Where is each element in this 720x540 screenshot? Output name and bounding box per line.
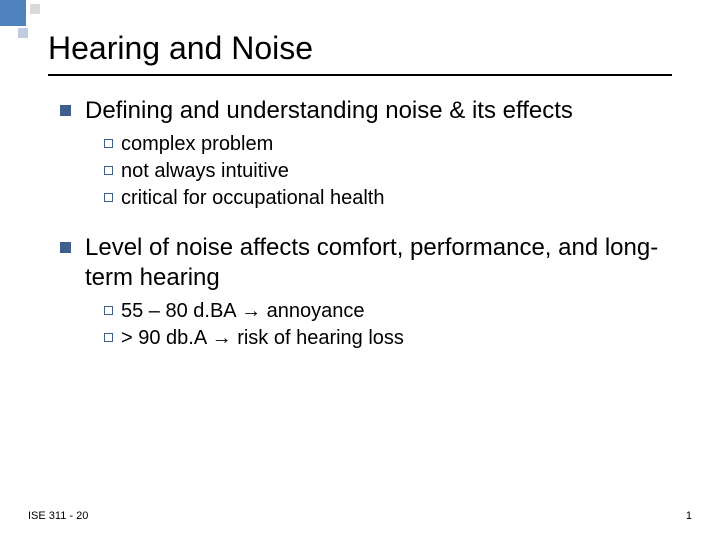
square-bullet-icon <box>60 105 71 116</box>
bullet-level2: critical for occupational health <box>104 186 680 211</box>
decoration-big-square <box>0 0 26 26</box>
bullet-level1: Level of noise affects comfort, performa… <box>60 233 680 293</box>
bullet-level1: Defining and understanding noise & its e… <box>60 96 680 126</box>
decoration-small-square-1 <box>18 28 28 38</box>
bullet-level2: complex problem <box>104 132 680 157</box>
bullet-level2: 55 – 80 d.BA → annoyance <box>104 299 680 324</box>
hollow-square-bullet-icon <box>104 139 113 148</box>
sub-bullet-group: 55 – 80 d.BA → annoyance > 90 db.A → ris… <box>104 299 680 351</box>
hollow-square-bullet-icon <box>104 166 113 175</box>
sub-bullet-text: critical for occupational health <box>121 186 384 211</box>
hollow-square-bullet-icon <box>104 306 113 315</box>
hollow-square-bullet-icon <box>104 333 113 342</box>
square-bullet-icon <box>60 242 71 253</box>
footer-left: ISE 311 - 20 <box>28 510 88 522</box>
decoration-small-square-2 <box>30 4 40 14</box>
slide-content: Defining and understanding noise & its e… <box>60 96 680 373</box>
sub-bullet-text: 55 – 80 d.BA → annoyance <box>121 299 365 324</box>
bullet-level2: not always intuitive <box>104 159 680 184</box>
bullet-text: Defining and understanding noise & its e… <box>85 96 573 126</box>
corner-decoration <box>0 0 50 56</box>
sub-bullet-text: > 90 db.A → risk of hearing loss <box>121 326 404 351</box>
bullet-text: Level of noise affects comfort, performa… <box>85 233 680 293</box>
sub-bullet-group: complex problem not always intuitive cri… <box>104 132 680 211</box>
hollow-square-bullet-icon <box>104 193 113 202</box>
slide-title: Hearing and Noise <box>48 30 313 67</box>
footer-page-number: 1 <box>686 510 692 522</box>
title-underline <box>48 74 672 76</box>
bullet-level2: > 90 db.A → risk of hearing loss <box>104 326 680 351</box>
sub-bullet-text: not always intuitive <box>121 159 289 184</box>
sub-bullet-text: complex problem <box>121 132 273 157</box>
